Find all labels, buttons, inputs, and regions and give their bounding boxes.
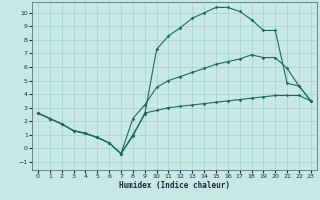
X-axis label: Humidex (Indice chaleur): Humidex (Indice chaleur) xyxy=(119,181,230,190)
